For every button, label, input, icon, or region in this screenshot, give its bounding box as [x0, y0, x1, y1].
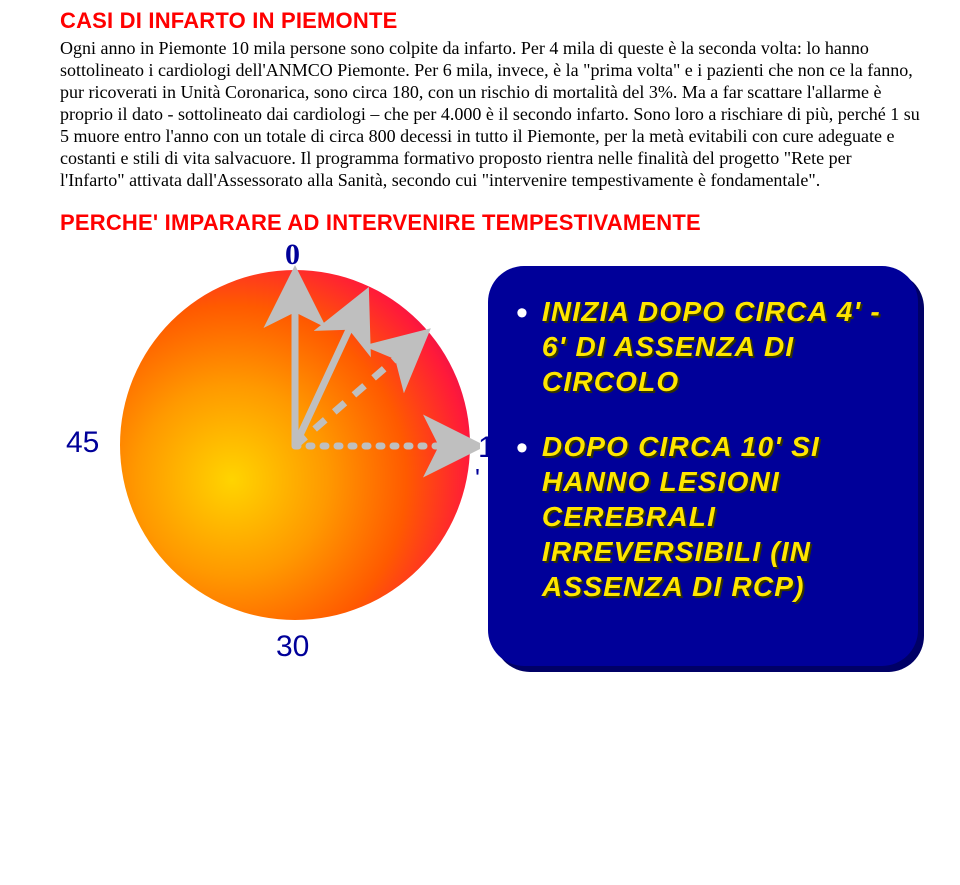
visual-row: 0 15 ' 30 45 • INIZIA DOPO CIRCA 4' - 6'…	[60, 246, 920, 676]
page-title: CASI DI INFARTO IN PIEMONTE	[60, 8, 920, 34]
section-title: PERCHE' IMPARARE AD INTERVENIRE TEMPESTI…	[60, 210, 920, 236]
info-box: • INIZIA DOPO CIRCA 4' - 6' DI ASSENZA D…	[488, 266, 918, 666]
clock-label-45: 45	[66, 426, 99, 460]
bullet-dot: •	[516, 431, 528, 465]
bullet-1-text: INIZIA DOPO CIRCA 4' - 6' DI ASSENZA DI …	[542, 294, 896, 399]
clock-diagram: 0 15 ' 30 45	[60, 246, 480, 676]
clock-label-0: 0	[285, 238, 300, 272]
bullet-2: • DOPO CIRCA 10' SI HANNO LESIONI CEREBR…	[516, 429, 896, 604]
clock-label-apostrophe: '	[475, 463, 480, 494]
bullet-2-text: DOPO CIRCA 10' SI HANNO LESIONI CEREBRAL…	[542, 429, 896, 604]
clock-label-30: 30	[276, 630, 309, 664]
bullet-1: • INIZIA DOPO CIRCA 4' - 6' DI ASSENZA D…	[516, 294, 896, 399]
body-paragraph: Ogni anno in Piemonte 10 mila persone so…	[60, 38, 920, 192]
clock-disc	[120, 270, 470, 620]
bullet-dot: •	[516, 296, 528, 330]
